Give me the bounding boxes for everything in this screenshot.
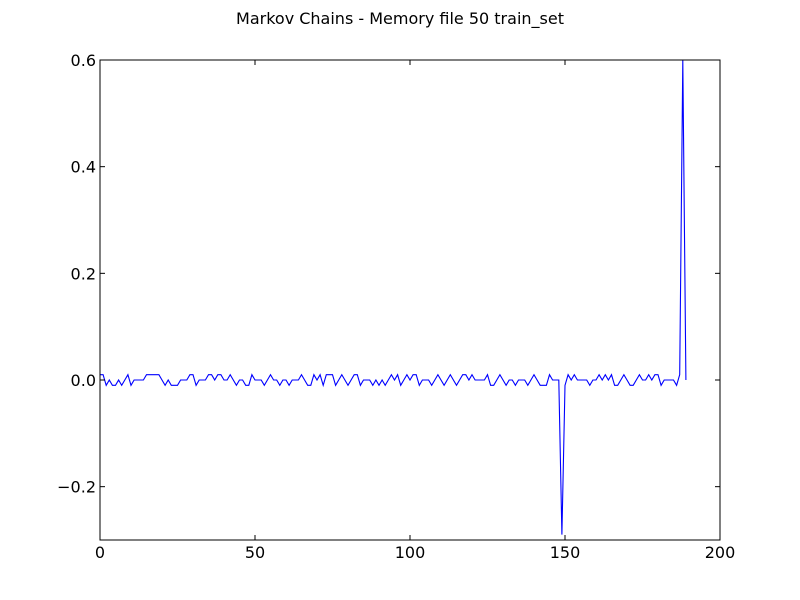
x-tick-label: 200	[705, 543, 736, 562]
x-tick-label: 100	[395, 543, 426, 562]
y-tick-label: 0.6	[71, 51, 96, 70]
x-tick-label: 50	[245, 543, 265, 562]
y-tick-label: −0.2	[57, 478, 96, 497]
chart-title: Markov Chains - Memory file 50 train_set	[236, 9, 564, 29]
x-tick-label: 0	[95, 543, 105, 562]
axis-ticks: 0 50 100 150 200 −0.2 0.0 0.2 0.4 0.6	[57, 51, 735, 562]
y-tick-label: 0.0	[71, 371, 96, 390]
plot-area	[99, 59, 721, 541]
axes-frame	[99, 59, 721, 541]
series-line-0	[100, 59, 687, 535]
y-tick-label: 0.4	[71, 158, 96, 177]
x-tick-label: 150	[550, 543, 581, 562]
y-tick-label: 0.2	[71, 264, 96, 283]
